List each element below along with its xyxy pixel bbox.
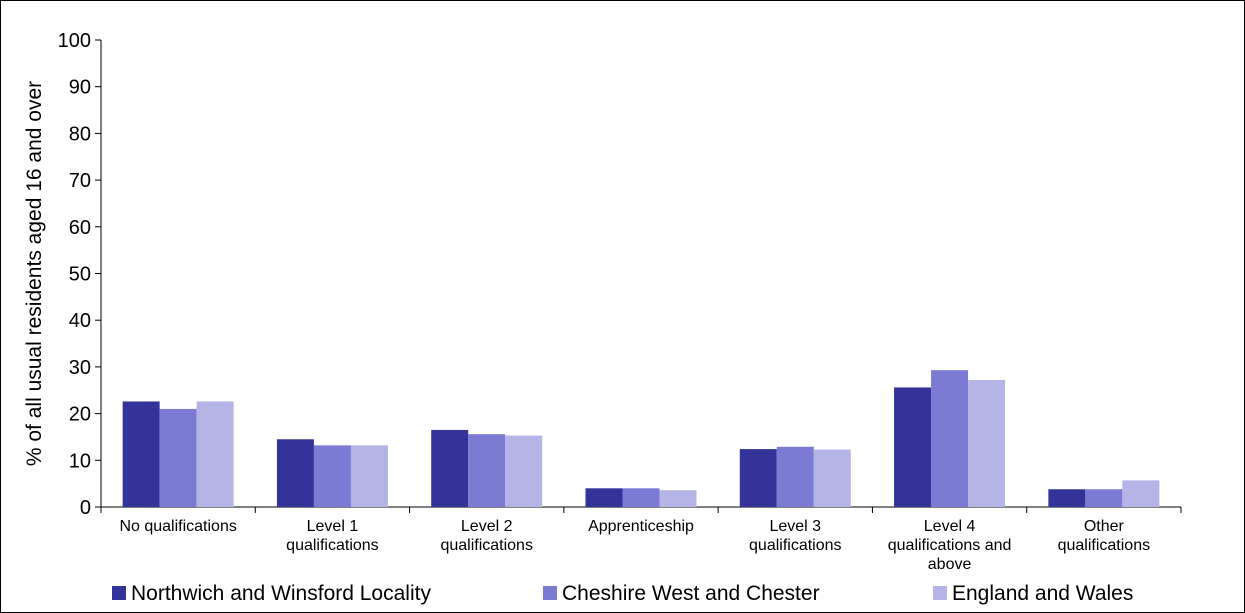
- bar: [196, 401, 234, 507]
- bar: [776, 446, 814, 507]
- y-tick-label: 0: [80, 497, 91, 519]
- legend-swatch: [112, 586, 126, 600]
- y-tick-label: 10: [69, 450, 91, 472]
- bar: [431, 429, 469, 507]
- bar: [276, 439, 314, 507]
- axes: [95, 39, 1182, 513]
- bars-group: [122, 370, 1160, 507]
- x-tick-label: Level 2 qualifications: [440, 518, 533, 554]
- x-tick-labels: No qualifications Level 1 qualifications Le…: [119, 518, 1150, 573]
- legend: Northwich and Winsford Locality Cheshire …: [112, 582, 1133, 605]
- y-tick-label: 30: [69, 357, 91, 379]
- x-tick-label: Level 1 qualifications: [286, 518, 379, 554]
- bar: [159, 408, 197, 507]
- bar: [1048, 489, 1086, 507]
- x-tick-label: No qualifications: [119, 518, 236, 535]
- bar: [1085, 489, 1123, 507]
- y-axis-label: % of all usual residents aged 16 and ove…: [23, 81, 46, 466]
- y-tick-label: 100: [58, 30, 91, 52]
- x-tick-label: Level 3 qualifications: [749, 518, 842, 554]
- x-tick-label: Level 4 qualifications and above: [888, 518, 1012, 573]
- bar: [505, 435, 543, 507]
- bar: [659, 490, 697, 507]
- legend-label: Northwich and Winsford Locality: [131, 582, 431, 605]
- y-tick-labels: 0 10 20 30 40 50 60 70 80 90 100: [58, 30, 91, 519]
- y-tick-label: 20: [69, 404, 91, 426]
- y-tick-label: 80: [69, 123, 91, 145]
- bar: [968, 379, 1006, 507]
- x-tick-label: Other qualifications: [1058, 518, 1151, 554]
- bar: [622, 488, 660, 507]
- bar: [313, 445, 351, 507]
- bar: [585, 488, 623, 507]
- legend-swatch: [543, 586, 557, 600]
- legend-label: Cheshire West and Chester: [562, 582, 820, 605]
- bar: [122, 401, 160, 507]
- x-tick-label: Apprenticeship: [588, 518, 694, 535]
- bar: [931, 370, 969, 507]
- y-tick-label: 40: [69, 310, 91, 332]
- y-tick-label: 60: [69, 217, 91, 239]
- y-tick-label: 70: [69, 170, 91, 192]
- y-tick-label: 50: [69, 264, 91, 286]
- legend-swatch: [933, 586, 947, 600]
- legend-label: England and Wales: [952, 582, 1133, 605]
- bar: [894, 387, 932, 507]
- bar: [350, 445, 388, 507]
- bar: [468, 434, 506, 507]
- y-tick-label: 90: [69, 77, 91, 99]
- bar: [739, 449, 777, 507]
- bar: [813, 449, 851, 507]
- bar: [1122, 480, 1160, 507]
